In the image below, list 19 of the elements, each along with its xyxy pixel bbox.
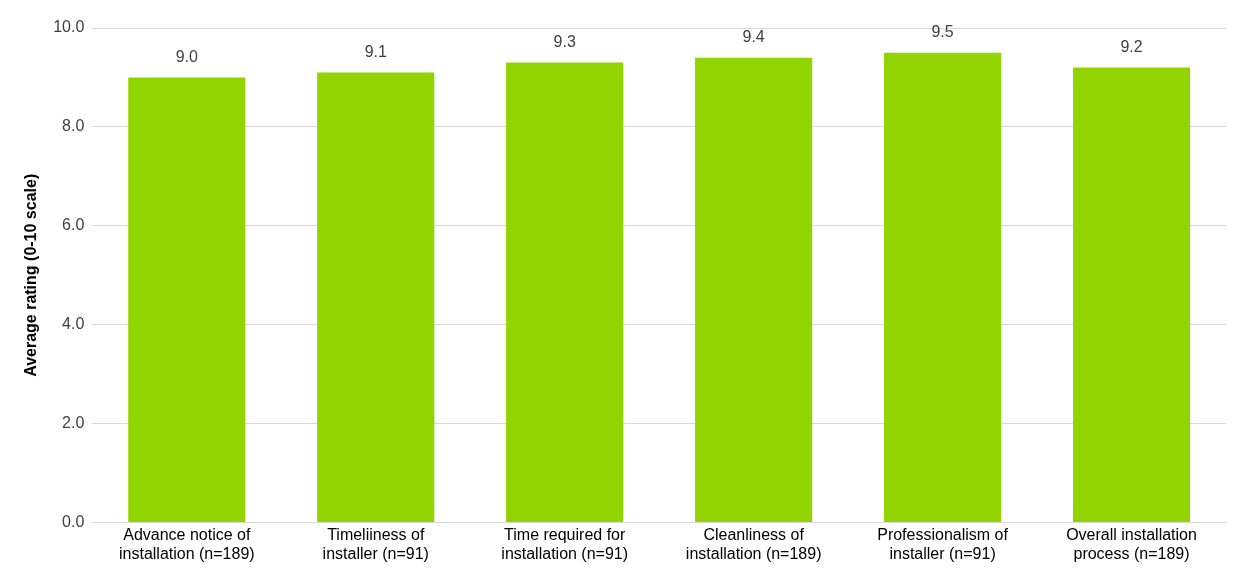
x-tick-label: Advance notice of installation (n=189) bbox=[118, 525, 255, 562]
data-label: 9.4 bbox=[742, 28, 765, 46]
data-label: 9.2 bbox=[1120, 37, 1143, 55]
x-tick-label: Timeliiness of installer (n=91) bbox=[322, 525, 429, 562]
x-tick-label: Overall installation process (n=189) bbox=[1066, 525, 1197, 562]
y-axis-title: Average rating (0-10 scale) bbox=[22, 173, 40, 377]
data-label: 9.3 bbox=[553, 33, 576, 51]
data-label: 9.1 bbox=[364, 42, 387, 60]
y-tick-label: 6.0 bbox=[62, 216, 85, 234]
y-tick-label: 2.0 bbox=[62, 414, 85, 432]
y-tick-label: 0.0 bbox=[62, 513, 85, 531]
data-label: 9.5 bbox=[931, 23, 954, 41]
data-label: 9.0 bbox=[175, 47, 199, 65]
x-tick-label: Time required for installation (n=91) bbox=[501, 525, 629, 562]
y-tick-label: 10.0 bbox=[53, 18, 85, 36]
x-tick-label: Professionalism of installer (n=91) bbox=[877, 525, 1009, 562]
x-tick-label: Cleanliness of installation (n=189) bbox=[685, 525, 822, 562]
y-tick-label: 4.0 bbox=[62, 315, 85, 333]
y-tick-label: 8.0 bbox=[62, 117, 85, 135]
